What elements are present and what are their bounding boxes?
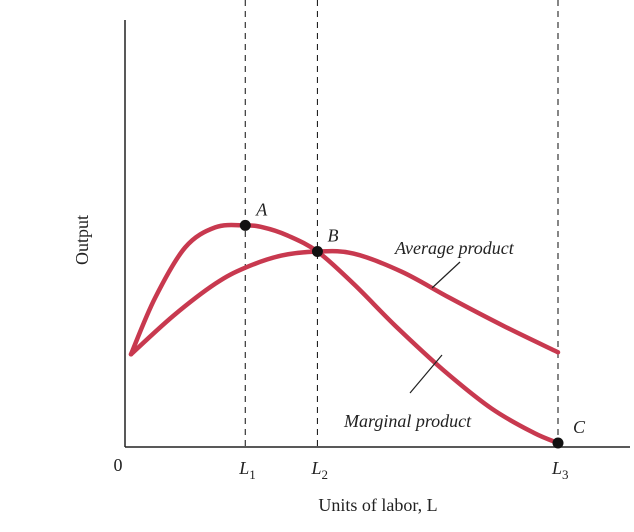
guide-lines [244,0,559,447]
point-c [552,437,564,449]
y-axis-title: Output [72,215,92,265]
points-layer: A B C [239,199,586,449]
origin-label: 0 [114,455,123,475]
x-tick-label: L1 [238,458,256,482]
average-product-curve [128,248,561,357]
point-label-a: A [255,199,268,219]
average-product-leader [431,261,461,289]
x-tick-label: L3 [551,458,569,482]
marginal-product-leader [409,354,443,394]
x-tick-label: L2 [310,458,328,482]
annotation-leaders [409,261,461,394]
x-tick-labels: L1 L2 L3 [238,458,568,482]
point-label-b: B [327,226,338,246]
marginal-product-curve [128,222,561,446]
x-axis-title: Units of labor, L [318,495,437,515]
point-a [239,219,251,231]
point-label-c: C [573,417,586,437]
point-b [311,246,323,258]
average-product-label: Average product [394,238,515,258]
marginal-product-label: Marginal product [343,411,472,431]
